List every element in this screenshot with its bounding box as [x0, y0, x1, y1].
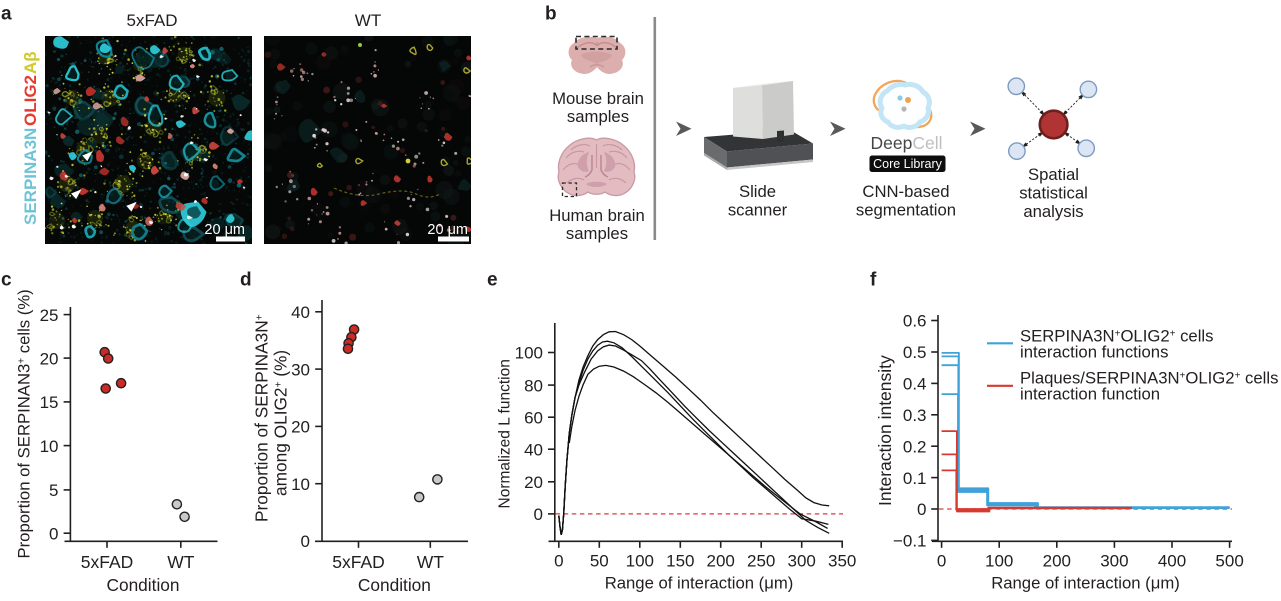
svg-text:Interaction intensity: Interaction intensity — [875, 355, 895, 506]
svg-text:0.5: 0.5 — [903, 343, 927, 362]
svg-text:Proportion of SERPINA3N+​: Proportion of SERPINA3N+​ — [252, 314, 272, 522]
svg-text:100: 100 — [515, 344, 543, 363]
svg-text:Condition: Condition — [106, 575, 179, 595]
svg-text:d: d — [240, 270, 252, 291]
svg-text:interaction functions: interaction functions — [1020, 343, 1168, 362]
svg-text:Human brain: Human brain — [549, 206, 645, 225]
svg-text:WT: WT — [417, 552, 445, 572]
svg-text:25: 25 — [40, 306, 59, 325]
svg-text:20 μm: 20 μm — [427, 222, 468, 238]
svg-text:OLIG2: OLIG2 — [21, 75, 40, 126]
svg-text:40: 40 — [524, 440, 543, 459]
svg-text:500: 500 — [1215, 552, 1243, 571]
svg-text:WT: WT — [355, 11, 381, 30]
svg-text:250: 250 — [747, 552, 775, 571]
svg-text:350: 350 — [828, 552, 856, 571]
svg-text:0.1: 0.1 — [903, 469, 927, 488]
svg-text:Range of interaction (μm): Range of interaction (μm) — [605, 574, 794, 593]
svg-text:0.6: 0.6 — [903, 312, 927, 331]
svg-text:20: 20 — [291, 418, 310, 437]
svg-text:e: e — [487, 270, 498, 291]
svg-text:statistical: statistical — [1019, 184, 1088, 203]
svg-text:SERPINA3N: SERPINA3N — [21, 128, 40, 225]
svg-text:30: 30 — [291, 360, 310, 379]
svg-text:b: b — [545, 4, 557, 25]
svg-text:f: f — [870, 270, 877, 291]
svg-text:100: 100 — [626, 552, 654, 571]
svg-text:CNN-based: CNN-based — [862, 182, 949, 201]
svg-text:0: 0 — [49, 524, 58, 543]
svg-text:200: 200 — [707, 552, 735, 571]
svg-text:Proportion of SERPINAN3+​ cell: Proportion of SERPINAN3+​ cells (%) — [15, 289, 34, 558]
svg-text:15: 15 — [40, 393, 59, 412]
svg-text:c: c — [1, 270, 12, 291]
svg-text:0: 0 — [554, 552, 563, 571]
svg-text:samples: samples — [567, 107, 629, 126]
svg-text:SERPINA3N+​OLIG2+​ cells: SERPINA3N+​OLIG2+​ cells — [1020, 327, 1213, 346]
svg-text:40: 40 — [291, 303, 310, 322]
svg-text:5: 5 — [49, 481, 58, 500]
svg-text:0: 0 — [937, 552, 946, 571]
svg-text:scanner: scanner — [728, 201, 788, 220]
svg-text:DeepCell: DeepCell — [871, 133, 943, 153]
svg-text:10: 10 — [40, 437, 59, 456]
svg-text:0.2: 0.2 — [903, 437, 927, 456]
svg-text:a: a — [1, 4, 12, 25]
svg-text:100: 100 — [985, 552, 1013, 571]
svg-text:Range of interaction (μm): Range of interaction (μm) — [991, 574, 1180, 593]
svg-text:60: 60 — [524, 408, 543, 427]
svg-text:Normalized L function: Normalized L function — [497, 359, 514, 508]
svg-text:5xFAD: 5xFAD — [332, 552, 385, 572]
svg-text:400: 400 — [1158, 552, 1186, 571]
svg-text:Plaques/SERPINA3N+​OLIG2+​ cel: Plaques/SERPINA3N+​OLIG2+​ cells — [1020, 369, 1278, 388]
svg-text:5xFAD: 5xFAD — [81, 552, 134, 572]
svg-text:Core Library: Core Library — [873, 157, 943, 171]
svg-text:80: 80 — [524, 376, 543, 395]
svg-text:segmentation: segmentation — [856, 201, 956, 220]
svg-text:20: 20 — [524, 473, 543, 492]
svg-text:Mouse brain: Mouse brain — [552, 89, 644, 108]
svg-text:−0.1: −0.1 — [893, 532, 927, 551]
svg-text:Slide: Slide — [739, 182, 776, 201]
svg-text:0.3: 0.3 — [903, 406, 927, 425]
svg-text:200: 200 — [1043, 552, 1071, 571]
svg-text:0: 0 — [534, 505, 543, 524]
svg-text:samples: samples — [566, 224, 628, 243]
svg-text:Aβ: Aβ — [21, 51, 40, 74]
svg-text:20 μm: 20 μm — [204, 222, 245, 238]
svg-text:10: 10 — [291, 475, 310, 494]
svg-text:Condition: Condition — [358, 575, 431, 595]
svg-text:20: 20 — [40, 349, 59, 368]
svg-text:Spatial: Spatial — [1028, 165, 1079, 184]
svg-text:300: 300 — [788, 552, 816, 571]
svg-text:5xFAD: 5xFAD — [126, 11, 177, 30]
svg-text:interaction function: interaction function — [1020, 385, 1160, 404]
svg-text:150: 150 — [666, 552, 694, 571]
svg-text:analysis: analysis — [1023, 202, 1083, 221]
svg-text:among OLIG2+​ (%): among OLIG2+​ (%) — [271, 350, 291, 496]
svg-text:WT: WT — [167, 552, 195, 572]
svg-text:0: 0 — [301, 532, 310, 551]
svg-text:300: 300 — [1100, 552, 1128, 571]
svg-text:0.4: 0.4 — [903, 375, 927, 394]
svg-text:0: 0 — [917, 500, 926, 519]
svg-text:50: 50 — [590, 552, 609, 571]
